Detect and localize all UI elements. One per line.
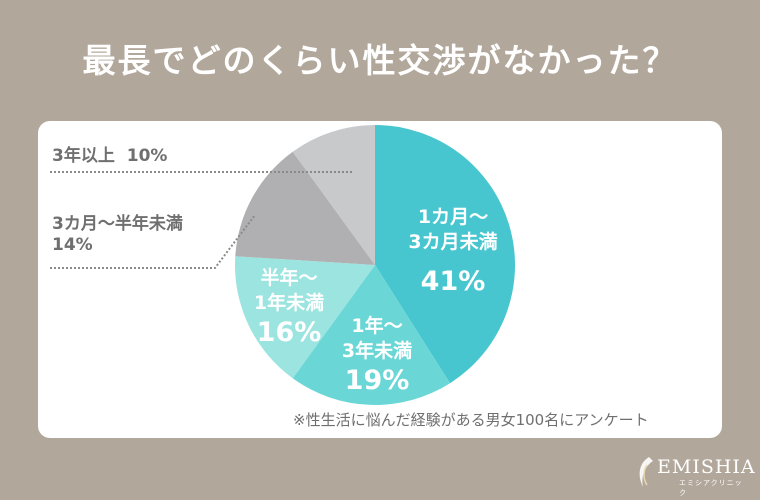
slice-4-line1: 3カ月～半年未満 bbox=[52, 214, 183, 234]
slice-3-line2: 1年未満 bbox=[253, 292, 325, 314]
pie-slice-2 bbox=[292, 265, 451, 406]
leader-line-slice-4 bbox=[50, 214, 256, 269]
logo-mark-icon bbox=[639, 457, 653, 487]
slice-1-percent: 41% bbox=[420, 266, 486, 297]
slice-1-line1: 1カ月～ bbox=[417, 206, 489, 228]
slice-label-5: 3年以上 10% bbox=[52, 146, 167, 167]
page-title: 最長でどのくらい性交渉がなかった？ bbox=[82, 41, 678, 80]
logo-subtitle: エミシアクリニック bbox=[679, 479, 743, 497]
slice-3-line1: 半年～ bbox=[260, 267, 318, 289]
pie-slice-3 bbox=[235, 256, 375, 379]
brand-logo: EMISHIA エミシアクリニック bbox=[635, 453, 755, 497]
pie-slice-4 bbox=[235, 151, 375, 265]
slice-2-line2: 3年未満 bbox=[341, 340, 413, 362]
slice-5-percent: 10% bbox=[126, 146, 168, 166]
slice-5-line1: 3年以上 bbox=[52, 146, 115, 166]
slice-2-percent: 19% bbox=[344, 365, 410, 396]
survey-footnote: ※性生活に悩んだ経験がある男女100名にアンケート bbox=[293, 411, 649, 429]
slice-3-percent: 16% bbox=[256, 317, 322, 348]
slice-label-2: 1年～ 3年未満 19% bbox=[327, 314, 427, 398]
pie-slice-1 bbox=[375, 125, 515, 384]
slice-1-line2: 3カ月未満 bbox=[408, 231, 498, 253]
slice-2-line1: 1年～ bbox=[351, 315, 403, 337]
slice-4-percent: 14% bbox=[52, 235, 93, 255]
logo-name: EMISHIA bbox=[657, 456, 756, 478]
slice-label-3: 半年～ 1年未満 16% bbox=[244, 266, 334, 350]
pie-slice-5 bbox=[292, 125, 375, 265]
slice-label-4: 3カ月～半年未満 14% bbox=[52, 214, 183, 256]
slice-label-1: 1カ月～ 3カ月未満 41% bbox=[393, 205, 513, 299]
